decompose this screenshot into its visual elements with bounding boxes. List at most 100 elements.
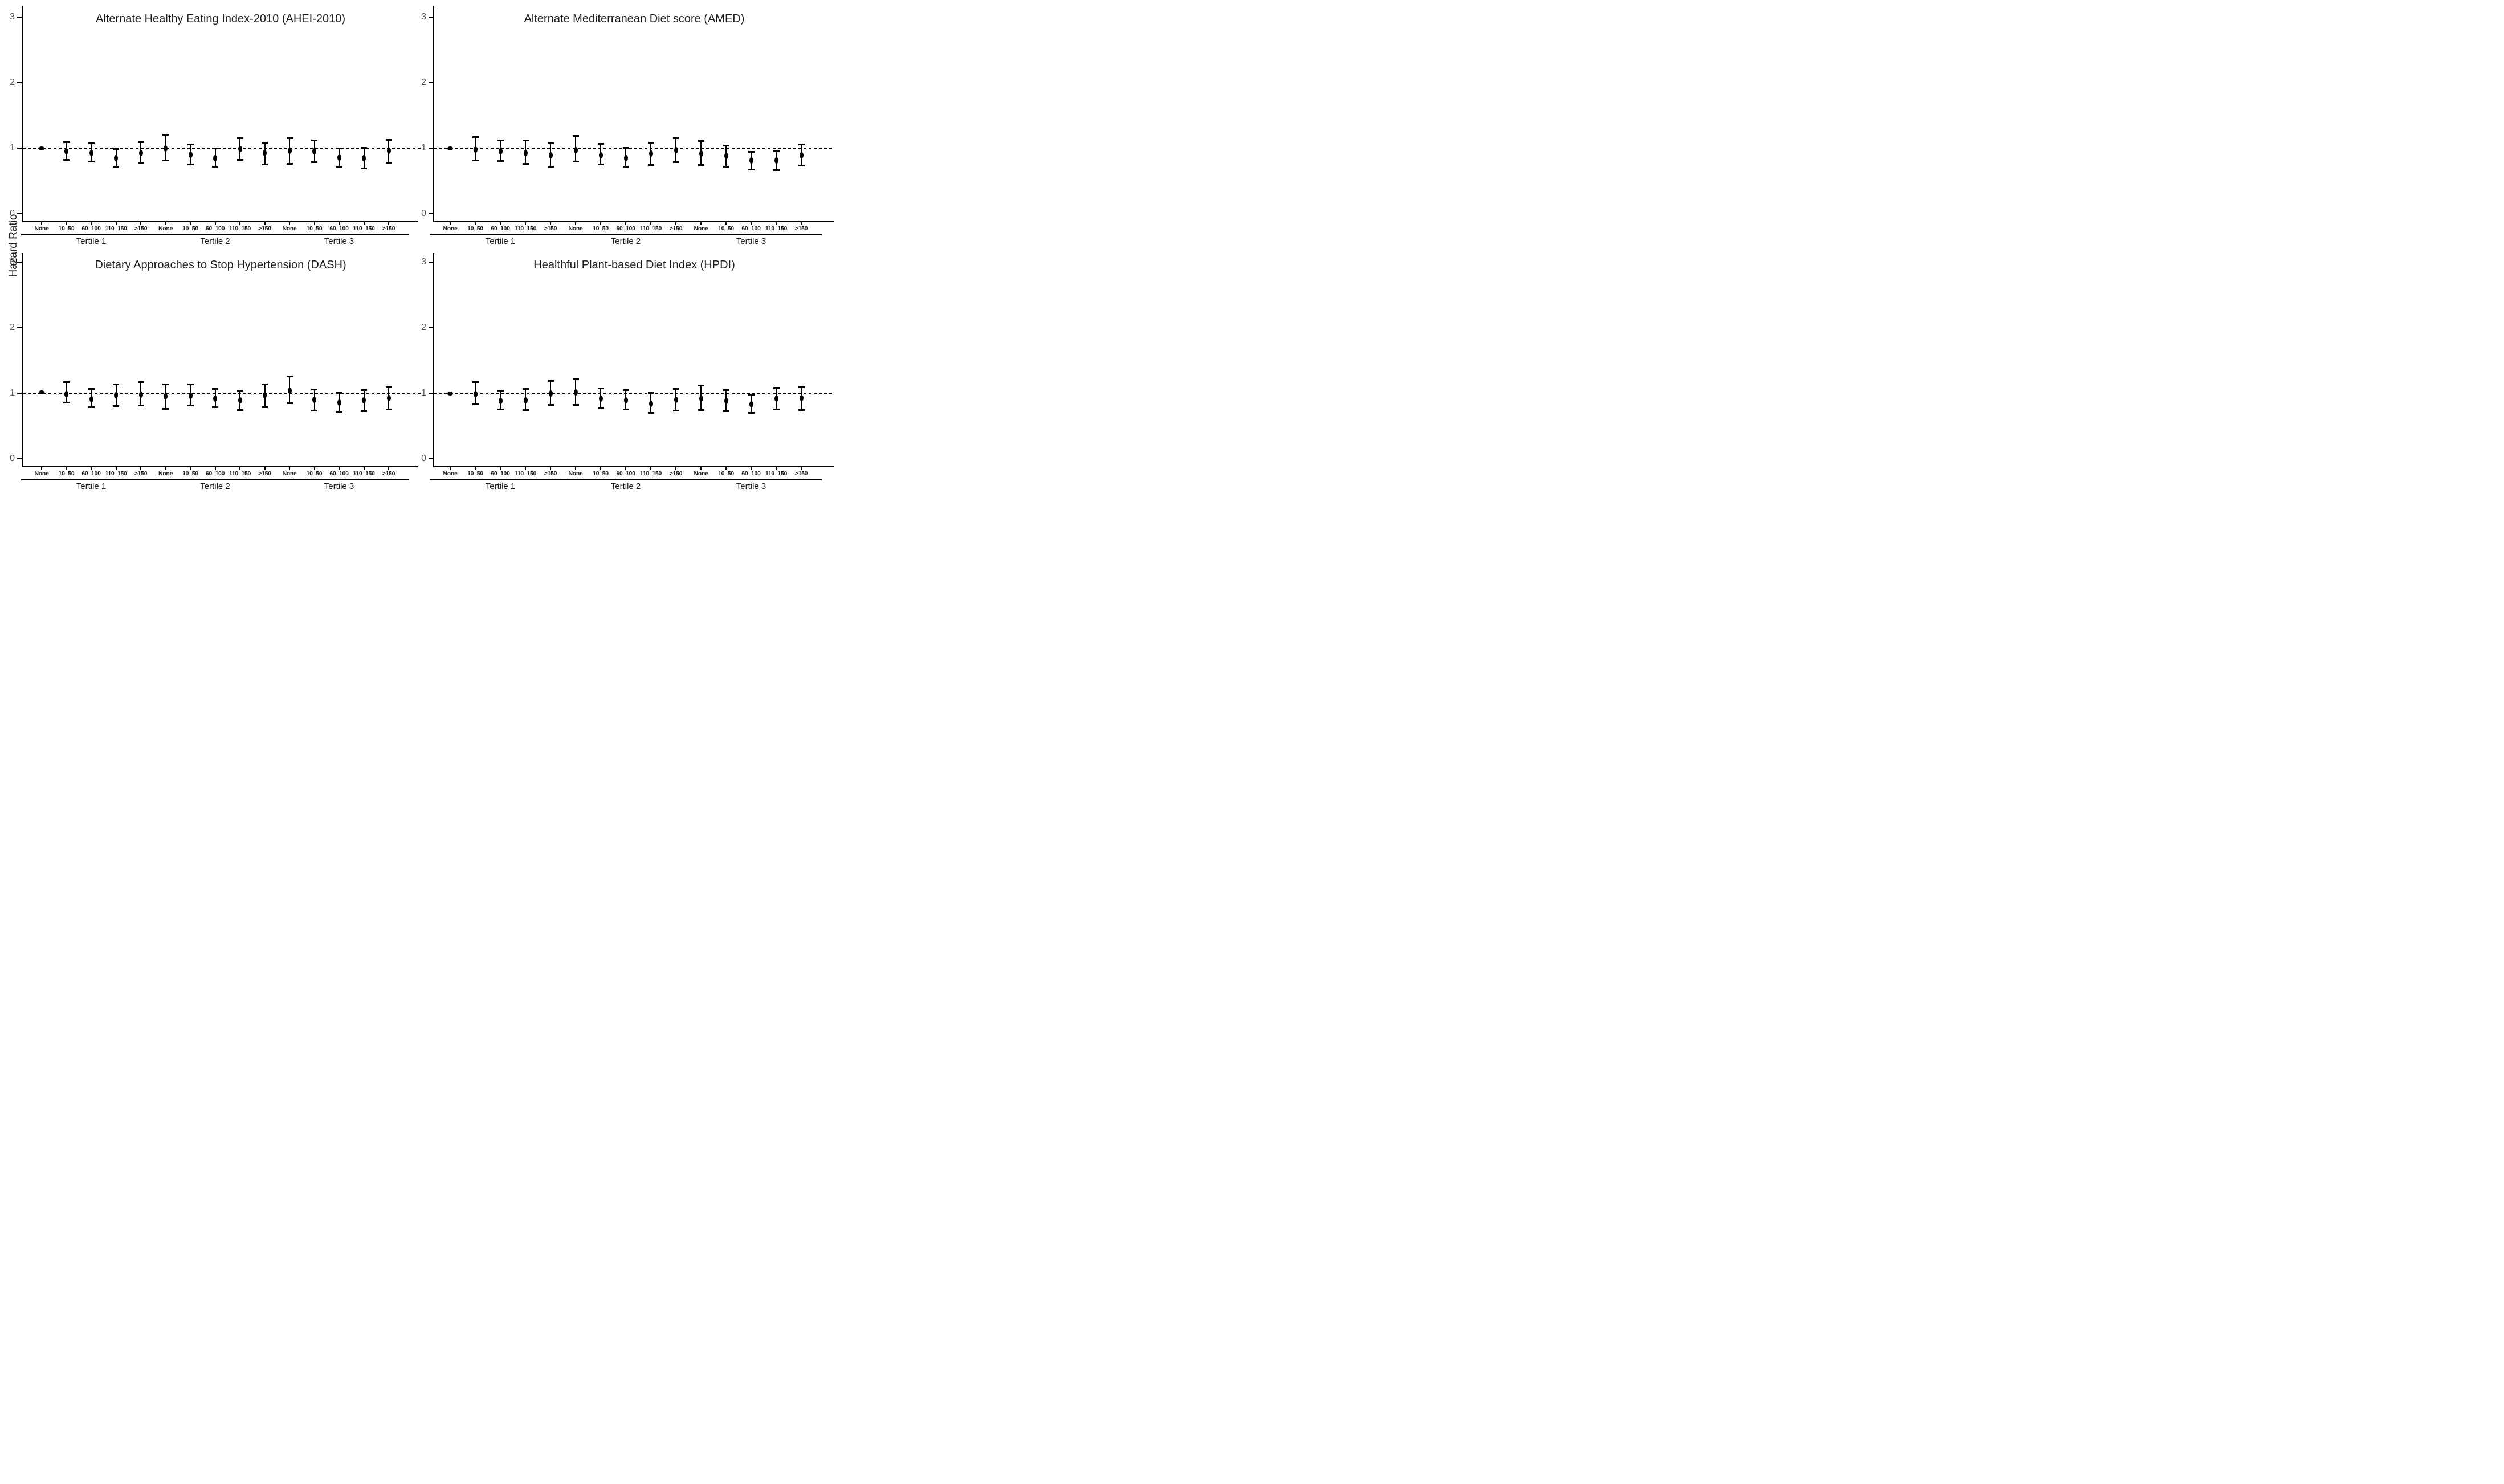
- point-estimate-marker: [362, 397, 366, 404]
- error-bar-cap-lower: [522, 162, 529, 165]
- tertile-underline: [680, 479, 822, 480]
- point-estimate-marker: [774, 395, 778, 402]
- x-axis-tick: [339, 467, 340, 470]
- error-bar-cap-lower: [162, 159, 169, 161]
- error-bar-cap-upper: [88, 388, 95, 390]
- x-axis-tick: [91, 467, 92, 470]
- x-axis-tick: [776, 467, 777, 470]
- x-axis-line: [433, 221, 834, 222]
- x-category-label: >150: [258, 470, 271, 477]
- x-axis-tick: [550, 222, 551, 225]
- error-bar-cap-upper: [672, 388, 679, 390]
- x-axis-tick: [91, 222, 92, 225]
- x-category-label: None: [568, 225, 583, 232]
- error-bar-cap-upper: [547, 380, 554, 382]
- x-axis-tick: [751, 222, 752, 225]
- x-axis-tick: [66, 467, 67, 470]
- tertile-label: Tertile 3: [736, 237, 766, 246]
- tertile-label: Tertile 1: [76, 482, 107, 491]
- error-bar-cap-upper: [522, 388, 529, 390]
- y-tick-label: 2: [421, 78, 426, 87]
- error-bar-cap-upper: [723, 389, 729, 392]
- error-bar-cap-lower: [773, 169, 780, 172]
- error-bar-cap-upper: [262, 141, 268, 144]
- error-bar-cap-upper: [773, 150, 780, 152]
- x-axis-tick: [500, 467, 501, 470]
- x-category-label: 10–50: [718, 225, 734, 232]
- error-bar-cap-upper: [162, 383, 169, 385]
- point-estimate-marker: [699, 395, 703, 402]
- tertile-label: Tertile 3: [736, 482, 766, 491]
- point-estimate-marker: [114, 154, 118, 161]
- error-bar-cap-lower: [723, 166, 729, 168]
- error-bar-cap-lower: [597, 407, 604, 409]
- x-category-label: 110–150: [514, 225, 537, 232]
- y-tick-label: 0: [10, 454, 15, 463]
- error-bar-cap-lower: [236, 409, 243, 411]
- error-bar-cap-upper: [336, 148, 342, 149]
- x-category-label: None: [443, 225, 458, 232]
- error-bar-cap-lower: [672, 410, 679, 412]
- x-axis-tick: [388, 467, 389, 470]
- x-axis-tick: [190, 467, 191, 470]
- error-bar-cap-lower: [472, 159, 479, 161]
- x-category-label: 60–100: [205, 225, 225, 232]
- y-axis-line: [433, 6, 434, 222]
- error-bar-cap-lower: [622, 166, 629, 168]
- error-bar-cap-lower: [698, 409, 704, 411]
- error-bar-cap-lower: [286, 162, 293, 165]
- x-category-label: 110–150: [765, 470, 788, 477]
- y-axis-tick: [429, 458, 433, 459]
- point-estimate-marker: [89, 149, 93, 156]
- x-category-label: None: [34, 470, 49, 477]
- tertile-underline: [555, 479, 696, 480]
- point-estimate-marker: [498, 148, 503, 155]
- point-estimate-marker: [724, 153, 728, 160]
- y-axis-tick: [17, 213, 22, 214]
- x-axis-tick: [675, 222, 676, 225]
- error-bar-cap-upper: [622, 389, 629, 392]
- error-bar-cap-upper: [698, 140, 704, 142]
- x-axis-tick: [550, 467, 551, 470]
- y-axis-tick: [429, 262, 433, 263]
- error-bar-cap-lower: [572, 403, 579, 406]
- error-bar-cap-lower: [773, 408, 780, 410]
- x-category-label: 60–100: [616, 470, 635, 477]
- x-axis-tick: [140, 222, 141, 225]
- y-tick-label: 3: [421, 257, 426, 267]
- point-estimate-marker: [473, 390, 478, 397]
- tertile-label: Tertile 1: [485, 482, 516, 491]
- x-axis-line: [22, 466, 418, 467]
- tertile-underline: [145, 479, 286, 480]
- y-axis-tick: [17, 458, 22, 459]
- point-estimate-marker: [774, 157, 778, 164]
- point-estimate-marker: [473, 146, 478, 153]
- x-axis-tick: [214, 222, 216, 225]
- x-category-label: >150: [669, 470, 683, 477]
- y-tick-label: 1: [421, 388, 426, 398]
- tertile-underline: [145, 234, 286, 235]
- error-bar-cap-upper: [88, 142, 95, 144]
- error-bar-cap-upper: [212, 148, 218, 149]
- y-axis-tick: [17, 262, 22, 263]
- error-bar-cap-upper: [647, 392, 654, 394]
- point-estimate-marker: [64, 148, 68, 155]
- panel-title: Alternate Mediterranean Diet score (AMED…: [524, 13, 745, 25]
- error-bar-cap-upper: [798, 386, 805, 388]
- x-axis-tick: [525, 222, 526, 225]
- x-axis-tick: [313, 222, 315, 225]
- error-bar-cap-upper: [547, 142, 554, 144]
- x-axis-line: [22, 221, 418, 222]
- tertile-label: Tertile 3: [324, 482, 354, 491]
- reference-line-hr1: [434, 393, 834, 394]
- point-estimate-marker: [138, 391, 143, 398]
- error-bar-cap-upper: [311, 140, 317, 142]
- error-bar-cap-upper: [162, 133, 169, 136]
- y-axis-tick: [17, 17, 22, 18]
- y-axis-line: [433, 253, 434, 467]
- error-bar-cap-lower: [311, 410, 317, 412]
- point-estimate-marker: [164, 393, 168, 400]
- error-bar-cap-lower: [311, 161, 317, 164]
- error-bar-cap-lower: [597, 163, 604, 165]
- point-estimate-marker: [386, 148, 391, 154]
